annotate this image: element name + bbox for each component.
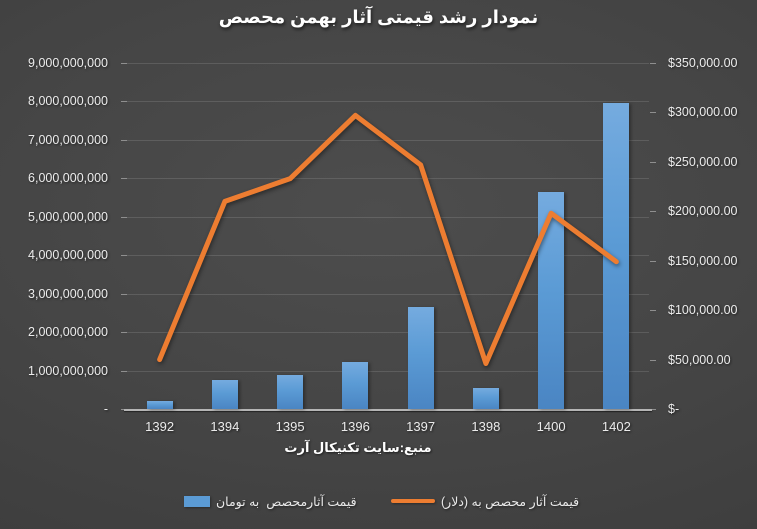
x-axis-label-1394: 1394 bbox=[210, 419, 240, 434]
y-axis-right-tick-mark bbox=[650, 211, 656, 213]
y-axis-left-tick-mark bbox=[121, 293, 127, 295]
y-axis-right-tick-label: $150,000.00 bbox=[668, 253, 738, 268]
y-axis-left-tick-mark bbox=[121, 216, 127, 218]
y-axis-left-tick-mark bbox=[121, 101, 127, 103]
y-axis-left-tick-label: 9,000,000,000 bbox=[28, 56, 108, 70]
y-axis-left-tick-mark bbox=[121, 332, 127, 334]
y-axis-left-tick-mark bbox=[121, 63, 127, 64]
y-axis-right-tick-mark bbox=[650, 260, 656, 262]
y-axis-left-tick-label: 8,000,000,000 bbox=[28, 94, 108, 109]
y-axis-right-tick-label: $300,000.00 bbox=[668, 105, 738, 120]
y-axis-right-tick-mark bbox=[650, 112, 656, 114]
gridline bbox=[127, 216, 649, 218]
x-axis-label-1392: 1392 bbox=[145, 419, 175, 434]
x-axis-label-1400: 1400 bbox=[536, 419, 566, 434]
legend-label-toman: قیمت آثارمحصص به تومان bbox=[216, 494, 357, 509]
y-axis-left-tick-label: 7,000,000,000 bbox=[28, 132, 108, 147]
legend-item-toman-bars: قیمت آثارمحصص به تومان bbox=[184, 491, 357, 511]
y-axis-right-tick-label: $100,000.00 bbox=[668, 303, 738, 318]
gridline bbox=[127, 101, 649, 103]
x-axis-label-1396: 1396 bbox=[340, 419, 370, 434]
gridline bbox=[127, 332, 649, 334]
legend-label-dollar: قیمت آثار محصص به (دلار) bbox=[441, 494, 580, 509]
y-axis-right-tick-mark bbox=[650, 63, 656, 64]
bar-1398 bbox=[472, 388, 499, 409]
gridline bbox=[127, 63, 649, 64]
x-axis-label-1395: 1395 bbox=[275, 419, 305, 434]
y-axis-right-tick-mark bbox=[650, 310, 656, 312]
y-axis-right-tick-label: $200,000.00 bbox=[668, 204, 738, 219]
line-series-swatch bbox=[391, 499, 435, 503]
x-axis-label-1398: 1398 bbox=[471, 419, 501, 434]
y-axis-left-tick-mark bbox=[121, 139, 127, 141]
bar-series-swatch bbox=[184, 495, 210, 507]
y-axis-left-tick-mark bbox=[121, 370, 127, 372]
y-axis-left-tick-mark bbox=[121, 255, 127, 257]
gridline bbox=[127, 178, 649, 180]
bar-1392 bbox=[146, 401, 173, 409]
y-axis-right-tick-mark bbox=[650, 359, 656, 361]
y-axis-right-tick-label: $50,000.00 bbox=[668, 352, 731, 367]
y-axis-left-tick-mark bbox=[121, 178, 127, 180]
y-axis-left-tick-label: 5,000,000,000 bbox=[28, 209, 108, 224]
y-axis-left-tick-label: 4,000,000,000 bbox=[28, 248, 108, 263]
y-axis-right-tick-label: $250,000.00 bbox=[668, 154, 738, 169]
x-axis-label-1397: 1397 bbox=[406, 419, 436, 434]
legend-item-dollar-line: قیمت آثار محصص به (دلار) bbox=[391, 491, 579, 511]
gridline bbox=[127, 370, 649, 372]
y-axis-right-tick-label: $350,000.00 bbox=[668, 56, 738, 70]
x-axis-label-1402: 1402 bbox=[601, 419, 631, 434]
y-axis-left-tick-label: 1,000,000,000 bbox=[28, 363, 108, 378]
dollar-price-polyline bbox=[157, 112, 619, 367]
gridline bbox=[127, 255, 649, 257]
bar-1397 bbox=[407, 306, 434, 409]
chart-title: نمودار رشد قیمتی آثار بهمن محصص bbox=[218, 7, 539, 27]
bar-1395 bbox=[277, 375, 304, 409]
y-axis-right-tick-mark bbox=[650, 161, 656, 163]
x-axis-line bbox=[124, 409, 652, 411]
y-axis-left-tick-label: 6,000,000,000 bbox=[28, 171, 108, 186]
y-axis-left-tick-label: 2,000,000,000 bbox=[28, 325, 108, 340]
y-axis-right-tick-mark bbox=[650, 409, 656, 410]
y-axis-left-tick-label: 3,000,000,000 bbox=[28, 286, 108, 301]
y-axis-right-tick-label: $- bbox=[668, 402, 680, 416]
gridline bbox=[127, 293, 649, 295]
bar-1394 bbox=[211, 380, 238, 409]
source-note: منبع:سایت تکنیکال آرت bbox=[284, 440, 432, 455]
y-axis-left-tick-label: - bbox=[103, 402, 108, 416]
bar-1396 bbox=[342, 361, 369, 409]
